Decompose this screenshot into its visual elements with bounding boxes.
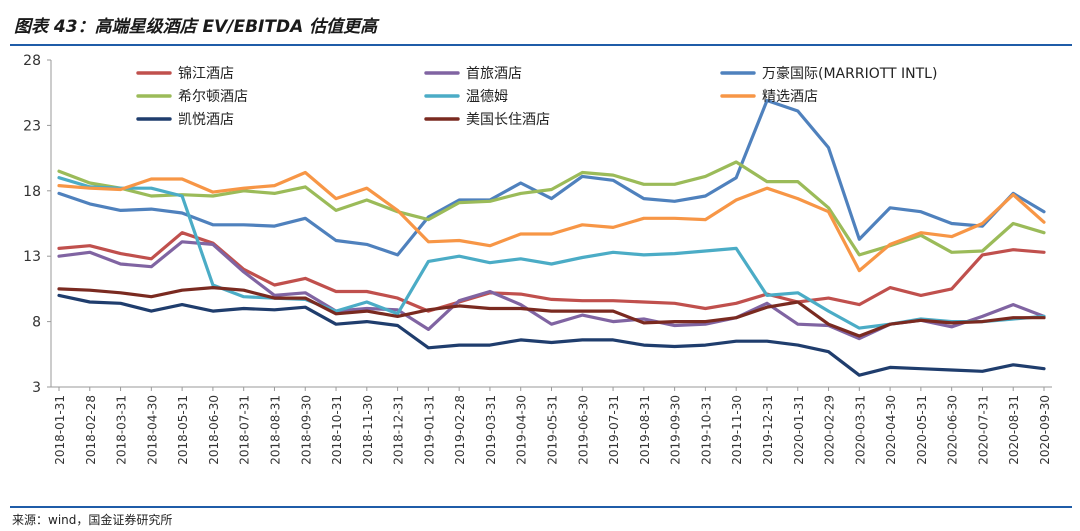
- x-tick-label: 2019-11-30: [730, 395, 744, 465]
- x-tick-label: 2018-08-31: [268, 395, 282, 465]
- x-tick-label: 2019-12-31: [761, 395, 775, 465]
- x-tick-label: 2018-04-30: [145, 395, 159, 465]
- x-tick-label: 2018-01-31: [53, 395, 67, 465]
- x-tick-label: 2018-06-30: [207, 395, 221, 465]
- x-tick-label: 2020-07-31: [976, 395, 990, 465]
- x-tick-label: 2018-02-28: [84, 395, 98, 465]
- x-tick-label: 2018-05-31: [176, 395, 190, 465]
- legend-label: 温德姆: [466, 89, 508, 105]
- x-tick-label: 2019-03-31: [484, 395, 498, 465]
- title-bar: 图表 43：高端星级酒店 EV/EBITDA 估值更高: [10, 0, 1072, 46]
- x-tick-label: 2020-09-30: [1038, 395, 1052, 465]
- x-tick-label: 2019-06-30: [576, 395, 590, 465]
- x-tick-label: 2020-04-30: [884, 395, 898, 465]
- y-tick-label: 28: [23, 53, 41, 69]
- y-tick-label: 8: [32, 315, 41, 331]
- x-tick-label: 2020-03-31: [853, 395, 867, 465]
- x-tick-label: 2019-07-31: [607, 395, 621, 465]
- y-tick-label: 18: [23, 184, 41, 200]
- chart-panel: 3 8 13 18 23 28 2018-01-31 2018-02-28 2018-03-31…: [10, 48, 1072, 508]
- x-tick-label: 2019-01-31: [422, 395, 436, 465]
- legend-label: 万豪国际(MARRIOTT INTL): [762, 66, 937, 82]
- figure-title: 图表 43：高端星级酒店 EV/EBITDA 估值更高: [14, 17, 378, 37]
- x-tick-label: 2020-06-30: [946, 395, 960, 465]
- x-tick-label: 2020-08-31: [1007, 395, 1021, 465]
- series-line: [57, 176, 1046, 330]
- series-line: [57, 286, 1046, 338]
- line-chart: 3 8 13 18 23 28 2018-01-31 2018-02-28 2018-03-31…: [23, 53, 1052, 465]
- x-tick-label: 2019-04-30: [515, 395, 529, 465]
- x-tick-label: 2018-03-31: [115, 395, 129, 465]
- x-tick-label: 2019-09-30: [669, 395, 683, 465]
- x-tick-label: 2019-02-28: [453, 395, 467, 465]
- x-tick-label: 2018-10-31: [330, 395, 344, 465]
- x-tick-label: 2018-07-31: [238, 395, 252, 465]
- y-tick-label: 3: [32, 380, 41, 396]
- x-tick-label: 2020-05-31: [915, 395, 929, 465]
- series-line: [57, 160, 1046, 257]
- y-tick-label: 13: [23, 249, 41, 265]
- legend-label: 首旅酒店: [466, 66, 522, 82]
- x-tick-label: 2018-11-30: [361, 395, 375, 465]
- x-tick-label: 2020-02-29: [823, 395, 837, 465]
- x-tick-label: 2019-08-31: [638, 395, 652, 465]
- series-line: [57, 98, 1046, 257]
- legend-label: 锦江酒店: [178, 65, 234, 82]
- y-tick-label: 23: [23, 118, 41, 134]
- legend-label: 美国长住酒店: [466, 112, 550, 128]
- source-note: 来源：wind，国金证券研究所: [12, 513, 173, 527]
- source-divider: [10, 506, 1072, 508]
- legend-label: 凯悦酒店: [178, 112, 234, 128]
- x-tick-label: 2020-01-31: [792, 395, 806, 465]
- legend-label: 精选酒店: [762, 89, 818, 105]
- x-tick-label: 2019-05-31: [546, 395, 560, 465]
- x-tick-label: 2018-12-31: [392, 395, 406, 465]
- x-tick-label: 2019-10-31: [699, 395, 713, 465]
- series-line: [57, 293, 1046, 377]
- x-tick-label: 2018-09-30: [299, 395, 313, 465]
- legend-label: 希尔顿酒店: [178, 89, 248, 105]
- series-line: [57, 170, 1046, 273]
